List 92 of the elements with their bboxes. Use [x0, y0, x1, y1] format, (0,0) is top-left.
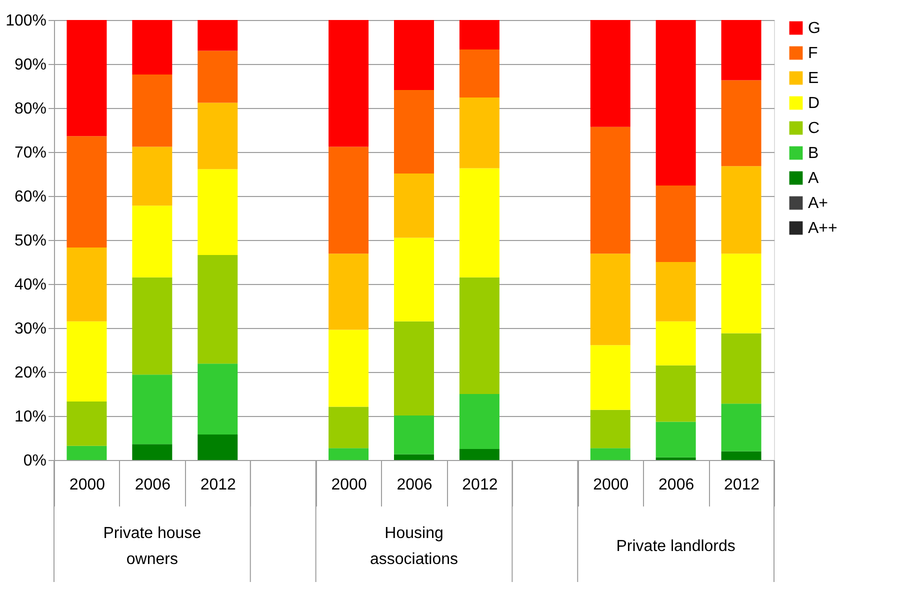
x-tick-label: 2012	[724, 476, 760, 494]
text: Private landlords	[616, 538, 736, 555]
legend-label: B	[808, 145, 819, 162]
bar	[721, 80, 762, 166]
x-tick-label: 2000	[593, 476, 629, 494]
bar	[721, 333, 762, 404]
bar	[328, 20, 369, 147]
legend-label: C	[808, 120, 820, 137]
x-tick-label: 2012	[462, 476, 498, 494]
bar	[590, 410, 630, 448]
y-tick-label: 40%	[14, 276, 46, 294]
x-tick-label: 2006	[658, 476, 694, 494]
bar	[132, 277, 172, 375]
y-tick-label: 50%	[14, 232, 46, 250]
bar	[656, 262, 696, 322]
bar	[721, 254, 762, 334]
bar	[721, 451, 762, 460]
bar	[132, 206, 172, 278]
bar	[132, 74, 172, 147]
x-tick-label: 2006	[134, 476, 171, 494]
y-tick-label: 10%	[14, 408, 46, 426]
bar	[590, 254, 630, 346]
bar	[721, 166, 762, 254]
bar	[394, 454, 434, 460]
legend-label: G	[808, 20, 820, 37]
bar	[132, 146, 172, 206]
y-tick-label: 70%	[14, 144, 46, 162]
bar	[66, 446, 107, 460]
bar	[328, 254, 369, 330]
bar	[590, 448, 630, 460]
bar	[394, 90, 434, 174]
bar	[590, 126, 630, 254]
bar	[328, 330, 369, 407]
bar	[198, 50, 238, 103]
bar	[459, 277, 500, 394]
bar	[459, 449, 500, 460]
bar	[459, 168, 500, 278]
bar	[459, 20, 500, 50]
legend-label: D	[808, 95, 820, 112]
bar	[656, 321, 696, 366]
y-tick-label: 90%	[14, 56, 46, 74]
bar	[198, 254, 238, 364]
bar	[198, 169, 238, 255]
bar	[394, 174, 434, 238]
legend-label: E	[808, 70, 819, 87]
bar	[198, 20, 238, 51]
bar	[132, 20, 172, 75]
bar	[66, 401, 107, 446]
x-tick-label: 2000	[69, 476, 106, 494]
bar	[656, 20, 696, 186]
y-tick-label: 100%	[6, 12, 46, 30]
x-tick-label: 2012	[200, 476, 236, 494]
bar	[394, 20, 434, 90]
legend-label: A++	[808, 220, 838, 237]
bar	[459, 394, 500, 449]
bar	[394, 238, 434, 322]
bar	[721, 404, 762, 452]
legend-label: F	[808, 45, 818, 62]
bar	[132, 444, 172, 460]
text: Housing associations	[370, 525, 458, 568]
x-tick-label: 2006	[396, 476, 432, 494]
bar	[328, 406, 369, 448]
y-tick-label: 80%	[14, 100, 46, 118]
bar	[459, 97, 500, 168]
bar	[459, 49, 500, 98]
bar	[328, 448, 369, 460]
bar	[66, 321, 107, 402]
legend-label: A	[808, 170, 819, 187]
bar	[132, 374, 172, 444]
y-tick-label: 0%	[23, 452, 46, 470]
bar	[66, 136, 107, 248]
bar	[590, 345, 630, 410]
bar	[198, 434, 238, 460]
bar	[328, 146, 369, 254]
bar	[66, 20, 107, 136]
bar	[198, 102, 238, 170]
bar	[656, 185, 696, 262]
bar	[394, 321, 434, 416]
bar	[721, 20, 762, 80]
bar	[66, 247, 107, 322]
bar	[198, 364, 238, 434]
y-tick-label: 30%	[14, 320, 46, 338]
bar	[590, 20, 630, 127]
legend-label: A+	[808, 195, 828, 212]
bar	[656, 422, 696, 458]
bar	[656, 365, 696, 422]
bar	[656, 457, 696, 460]
x-tick-label: 2000	[331, 476, 367, 494]
text: Private house owners	[103, 525, 202, 568]
y-tick-label: 60%	[14, 188, 46, 206]
bar	[394, 416, 434, 454]
y-tick-label: 20%	[14, 364, 46, 382]
